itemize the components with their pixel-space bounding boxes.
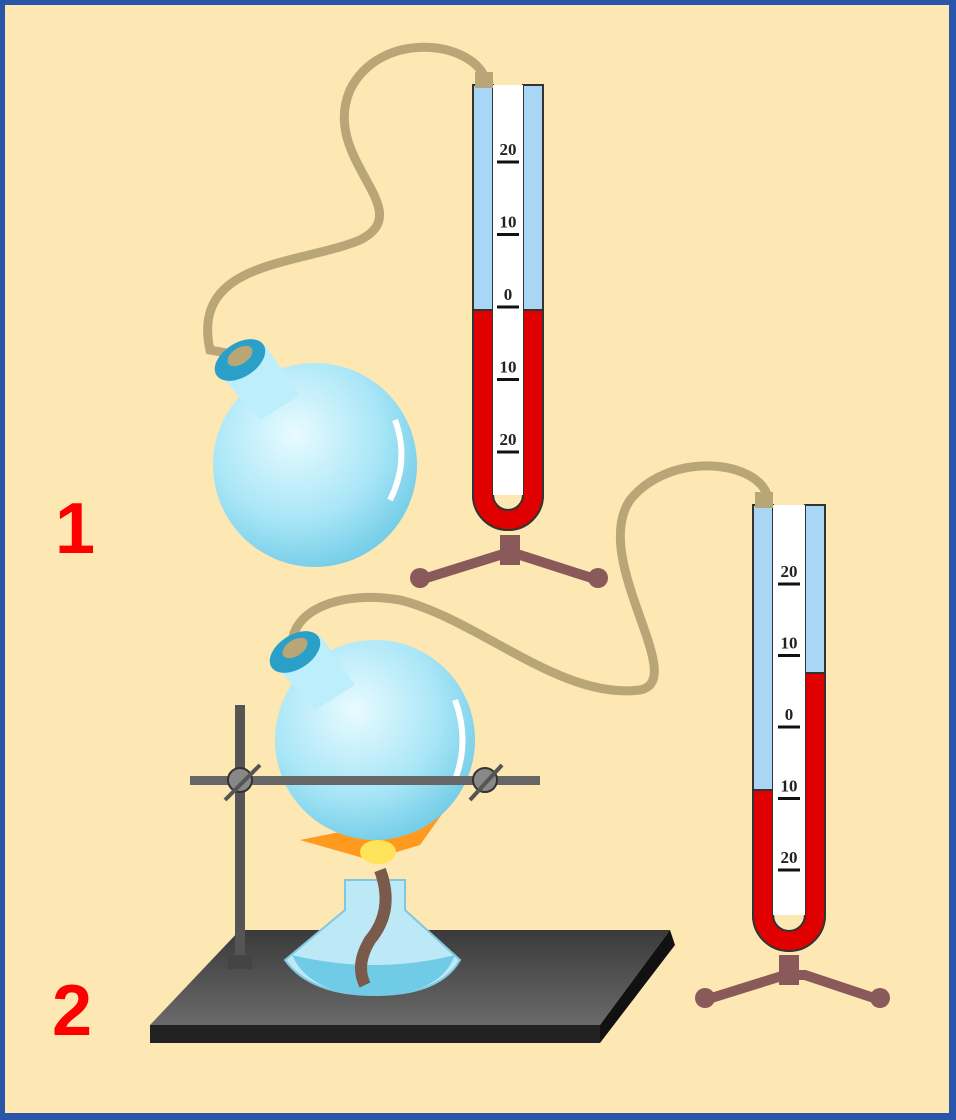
- ring-stand: [190, 705, 540, 969]
- label: 2: [52, 971, 92, 1051]
- scale-label: 10: [781, 777, 798, 796]
- manometer: [695, 492, 890, 1008]
- scale-label: 20: [781, 848, 798, 867]
- tube-hose: [287, 461, 773, 696]
- flask: [213, 339, 417, 567]
- tube-hose: [203, 42, 490, 360]
- manometer: [410, 72, 608, 588]
- scale-label: 0: [504, 285, 513, 304]
- label: 1: [55, 489, 95, 569]
- flask: [269, 631, 475, 840]
- scale-label: 20: [500, 430, 517, 449]
- scale-label: 20: [781, 562, 798, 581]
- scale-label: 10: [781, 634, 798, 653]
- scale-label: 10: [500, 358, 517, 377]
- scale-label: 20: [500, 140, 517, 159]
- scale-label: 0: [785, 705, 794, 724]
- scale-label: 10: [500, 213, 517, 232]
